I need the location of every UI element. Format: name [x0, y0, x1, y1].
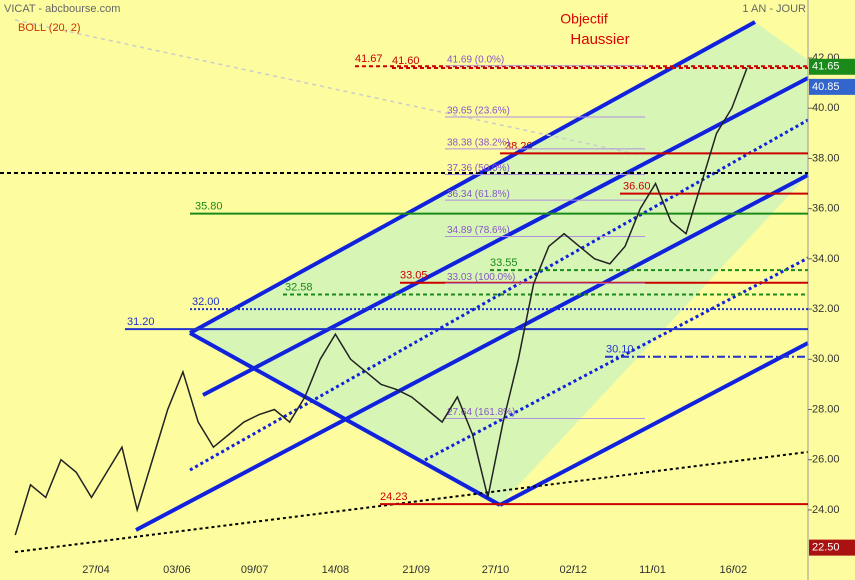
- level-label: 31.20: [127, 316, 155, 328]
- annotation: Objectif: [560, 11, 608, 27]
- level-label: 36.60: [623, 180, 651, 192]
- x-tick-label: 21/09: [402, 564, 430, 576]
- chart-title: VICAT - abcbourse.com: [4, 3, 120, 15]
- price-line: [14, 67, 748, 536]
- fib-label: 27.64 (161.8%): [447, 407, 515, 418]
- fib-label: 33.03 (100.0%): [447, 272, 515, 283]
- x-tick-label: 09/07: [241, 564, 269, 576]
- x-tick-label: 27/10: [482, 564, 510, 576]
- x-tick-label: 02/12: [559, 564, 587, 576]
- period: 1 AN - JOUR: [742, 3, 806, 15]
- level-label: 33.55: [490, 257, 518, 269]
- fib-label: 34.89 (78.6%): [447, 225, 510, 236]
- channel-line: [135, 173, 809, 532]
- y-tick-label: 36.00: [812, 203, 840, 215]
- y-tick-label: 34.00: [812, 253, 840, 265]
- y-tick-label: 24.00: [812, 504, 840, 516]
- level-label: 41.67: [355, 53, 383, 65]
- level-label: 32.58: [285, 281, 313, 293]
- level-label: 35.80: [195, 201, 223, 213]
- y-tick-label: 38.00: [812, 152, 840, 164]
- y-tick-label: 40.00: [812, 102, 840, 114]
- channel-line: [189, 331, 501, 507]
- channel-line: [189, 20, 756, 335]
- level-label: 33.05: [400, 270, 428, 282]
- fib-label: 36.34 (61.8%): [447, 189, 510, 200]
- fib-label: 37.36 (50.0%): [447, 163, 510, 174]
- indicator: BOLL (20, 2): [18, 22, 81, 34]
- y-tick-label: 28.00: [812, 403, 840, 415]
- level-label: 32.00: [192, 296, 220, 308]
- x-tick-label: 11/01: [639, 564, 666, 576]
- price-tag-label: 22.50: [812, 542, 840, 554]
- price-tag: [809, 58, 855, 75]
- channel-fill: [190, 22, 808, 505]
- y-tick-label: 30.00: [812, 353, 840, 365]
- price-tag-label: 41.65: [812, 61, 840, 73]
- fib-label: 38.38 (38.2%): [447, 138, 510, 149]
- price-tag: [809, 78, 855, 95]
- price-tag: [809, 539, 855, 556]
- y-tick-label: 26.00: [812, 454, 840, 466]
- trend-line: [14, 451, 809, 553]
- y-tick-label: 32.00: [812, 303, 840, 315]
- level-label: 24.23: [380, 491, 408, 503]
- x-tick-label: 14/08: [322, 564, 350, 576]
- x-tick-label: 03/06: [163, 564, 191, 576]
- channel-line: [189, 118, 809, 472]
- trend-line: [14, 19, 641, 156]
- channel-line: [424, 256, 809, 462]
- x-tick-label: 16/02: [720, 564, 748, 576]
- level-label: 41.60: [392, 55, 420, 67]
- level-label: 30.10: [606, 344, 634, 356]
- fib-label: 39.65 (23.6%): [447, 106, 510, 117]
- annotation: Haussier: [570, 31, 629, 48]
- price-tag-label: 40.85: [812, 81, 840, 93]
- x-tick-label: 27/04: [82, 564, 110, 576]
- fib-label: 41.69 (0.0%): [447, 54, 504, 65]
- channel-line: [499, 341, 809, 507]
